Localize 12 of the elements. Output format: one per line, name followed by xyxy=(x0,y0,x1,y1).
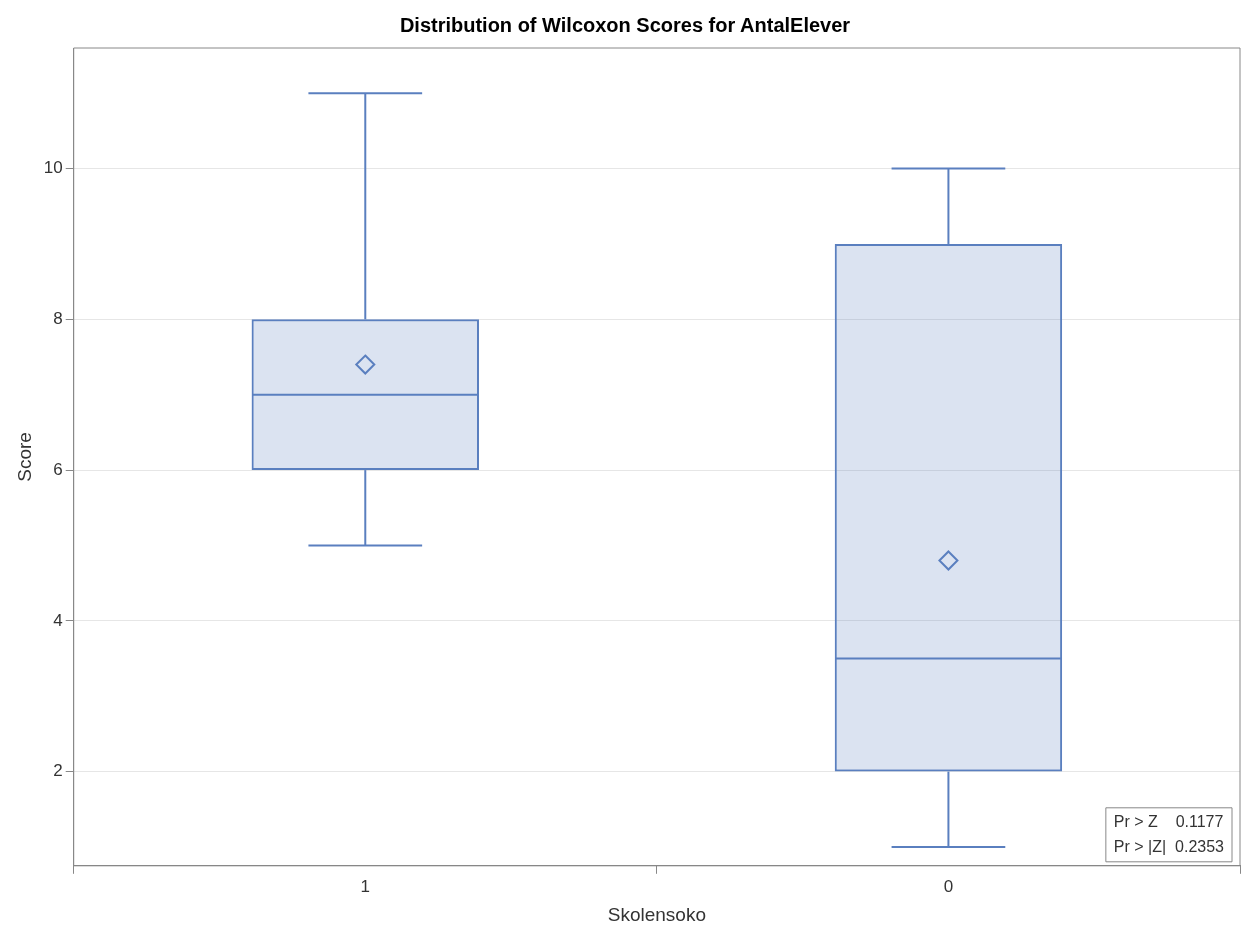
annotation: Pr > |Z| 0.2353 xyxy=(1113,837,1225,855)
x-tick-label: 1 xyxy=(360,876,371,896)
y-tick-label: 4 xyxy=(53,610,63,630)
y-tick-label: 6 xyxy=(53,459,63,479)
y-axis-title: Score xyxy=(13,432,35,482)
x-axis-title: Skolensoko xyxy=(607,903,706,925)
y-tick-label: 8 xyxy=(53,309,63,329)
y-tick-label: 2 xyxy=(53,761,63,781)
annotation: Pr > Z 0.1177 xyxy=(1113,812,1224,830)
y-tick-label: 10 xyxy=(43,158,63,178)
x-tick-label: 0 xyxy=(943,876,954,896)
chart-title: Distribution of Wilcoxon Scores for AntalElever xyxy=(399,13,851,36)
